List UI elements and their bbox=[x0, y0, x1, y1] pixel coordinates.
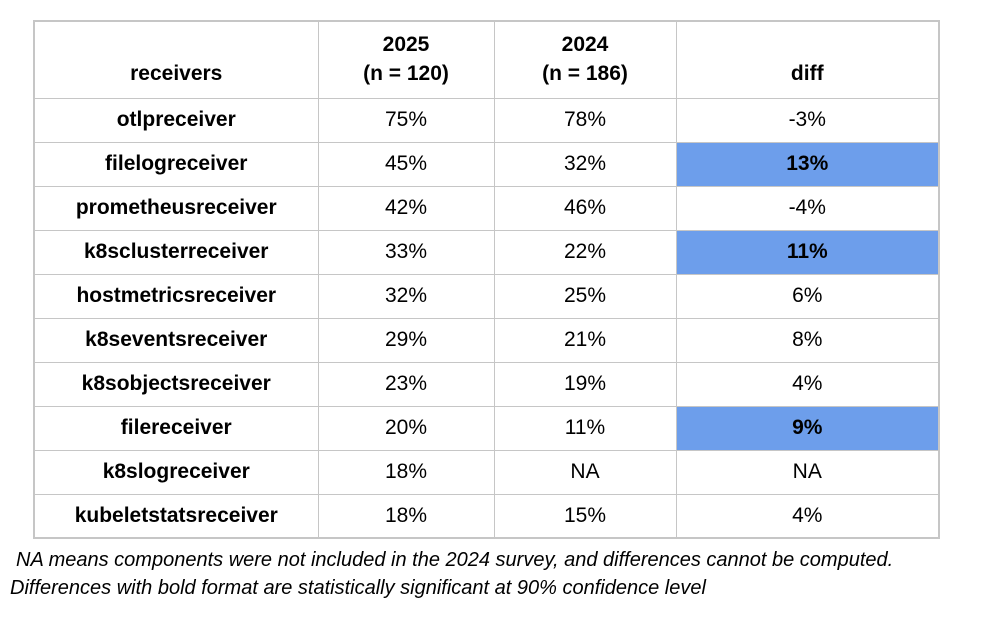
pct-2025-cell: 18% bbox=[317, 493, 495, 539]
col-header-receivers: receivers bbox=[33, 20, 319, 99]
pct-2025-cell: 33% bbox=[317, 229, 495, 275]
diff-cell: 6% bbox=[675, 273, 940, 319]
pct-2025-cell: 29% bbox=[317, 317, 495, 363]
receiver-name-cell: prometheusreceiver bbox=[33, 185, 319, 231]
col-header-2024: 2024 (n = 186) bbox=[493, 20, 677, 99]
pct-2024-cell: 21% bbox=[493, 317, 677, 363]
table-row: k8seventsreceiver 29% 21% 8% bbox=[33, 317, 940, 363]
diff-cell: 11% bbox=[675, 229, 940, 275]
table-body: otlpreceiver 75% 78% -3% filelogreceiver 45% 3… bbox=[33, 97, 940, 539]
pct-2025-cell: 18% bbox=[317, 449, 495, 495]
table-row: k8sobjectsreceiver 23% 19% 4% bbox=[33, 361, 940, 407]
receiver-name-cell: k8sobjectsreceiver bbox=[33, 361, 319, 407]
receiver-name-cell: k8slogreceiver bbox=[33, 449, 319, 495]
table-row: filelogreceiver 45% 32% 13% bbox=[33, 141, 940, 187]
col-header-2025: 2025 (n = 120) bbox=[317, 20, 495, 99]
pct-2025-cell: 32% bbox=[317, 273, 495, 319]
table-row: otlpreceiver 75% 78% -3% bbox=[33, 97, 940, 143]
pct-2025-cell: 75% bbox=[317, 97, 495, 143]
table-row: prometheusreceiver 42% 46% -4% bbox=[33, 185, 940, 231]
diff-cell: -4% bbox=[675, 185, 940, 231]
pct-2024-cell: 22% bbox=[493, 229, 677, 275]
table-row: hostmetricsreceiver 32% 25% 6% bbox=[33, 273, 940, 319]
pct-2024-cell: NA bbox=[493, 449, 677, 495]
diff-cell: 4% bbox=[675, 361, 940, 407]
receiver-name-cell: hostmetricsreceiver bbox=[33, 273, 319, 319]
pct-2024-cell: 32% bbox=[493, 141, 677, 187]
pct-2024-cell: 19% bbox=[493, 361, 677, 407]
pct-2024-cell: 78% bbox=[493, 97, 677, 143]
receiver-name-cell: k8sclusterreceiver bbox=[33, 229, 319, 275]
receiver-name-cell: kubeletstatsreceiver bbox=[33, 493, 319, 539]
pct-2025-cell: 45% bbox=[317, 141, 495, 187]
table-row: kubeletstatsreceiver 18% 15% 4% bbox=[33, 493, 940, 539]
header-row: receivers 2025 (n = 120) 2024 (n = 186) … bbox=[33, 20, 940, 99]
receiver-name-cell: k8seventsreceiver bbox=[33, 317, 319, 363]
pct-2025-cell: 23% bbox=[317, 361, 495, 407]
table-row: filereceiver 20% 11% 9% bbox=[33, 405, 940, 451]
footnote-na: NA means components were not included in… bbox=[16, 549, 894, 571]
pct-2024-cell: 15% bbox=[493, 493, 677, 539]
diff-cell: 13% bbox=[675, 141, 940, 187]
pct-2024-cell: 46% bbox=[493, 185, 677, 231]
diff-cell: 9% bbox=[675, 405, 940, 451]
diff-cell: -3% bbox=[675, 97, 940, 143]
receiver-name-cell: filereceiver bbox=[33, 405, 319, 451]
footnote-bold: Differences with bold format are statist… bbox=[10, 577, 706, 599]
footnotes: NA means components were not included in… bbox=[10, 546, 975, 602]
diff-cell: 8% bbox=[675, 317, 940, 363]
pct-2024-cell: 11% bbox=[493, 405, 677, 451]
diff-cell: NA bbox=[675, 449, 940, 495]
col-header-diff: diff bbox=[675, 20, 940, 99]
pct-2025-cell: 20% bbox=[317, 405, 495, 451]
receiver-name-cell: otlpreceiver bbox=[33, 97, 319, 143]
receivers-table: receivers 2025 (n = 120) 2024 (n = 186) … bbox=[33, 20, 940, 539]
table-row: k8slogreceiver 18% NA NA bbox=[33, 449, 940, 495]
table-row: k8sclusterreceiver 33% 22% 11% bbox=[33, 229, 940, 275]
pct-2025-cell: 42% bbox=[317, 185, 495, 231]
receiver-name-cell: filelogreceiver bbox=[33, 141, 319, 187]
diff-cell: 4% bbox=[675, 493, 940, 539]
pct-2024-cell: 25% bbox=[493, 273, 677, 319]
